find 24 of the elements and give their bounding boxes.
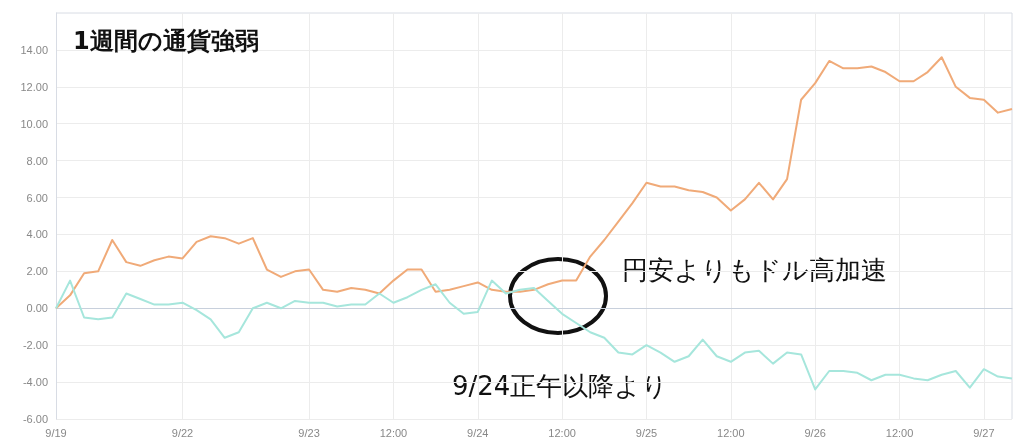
x-tick-label: 12:00 — [548, 426, 576, 439]
y-tick-label: 2.00 — [26, 265, 48, 278]
y-tick-label: 12.00 — [20, 80, 48, 93]
y-tick-label: -6.00 — [22, 413, 48, 425]
x-tick-label: 9/22 — [171, 426, 194, 439]
x-tick-label: 9/26 — [804, 426, 826, 439]
text: 1週間の通貨強弱 — [73, 27, 259, 55]
y-tick-label: -4.00 — [22, 376, 48, 389]
x-tick-label: 12:00 — [717, 426, 745, 439]
y-tick-label: 14.00 — [20, 43, 48, 56]
y-tick-label: 0.00 — [26, 302, 48, 315]
y-tick-label: -2.00 — [22, 339, 48, 352]
y-tick-label: 6.00 — [26, 191, 48, 204]
x-tick-label: 9/27 — [973, 426, 995, 439]
x-tick-label: 12:00 — [885, 426, 914, 439]
y-tick-label: 4.00 — [26, 228, 48, 241]
x-tick-label: 9/19 — [45, 426, 67, 439]
x-tick-label: 9/23 — [298, 426, 320, 439]
x-tick-label: 9/25 — [635, 426, 658, 439]
line-series — [55, 56, 1013, 310]
y-tick-label: 8.00 — [26, 154, 48, 167]
y-tick-label: 10.00 — [20, 117, 48, 130]
x-tick-label: 12:00 — [379, 426, 408, 439]
x-tick-label: 9/24 — [467, 426, 489, 439]
